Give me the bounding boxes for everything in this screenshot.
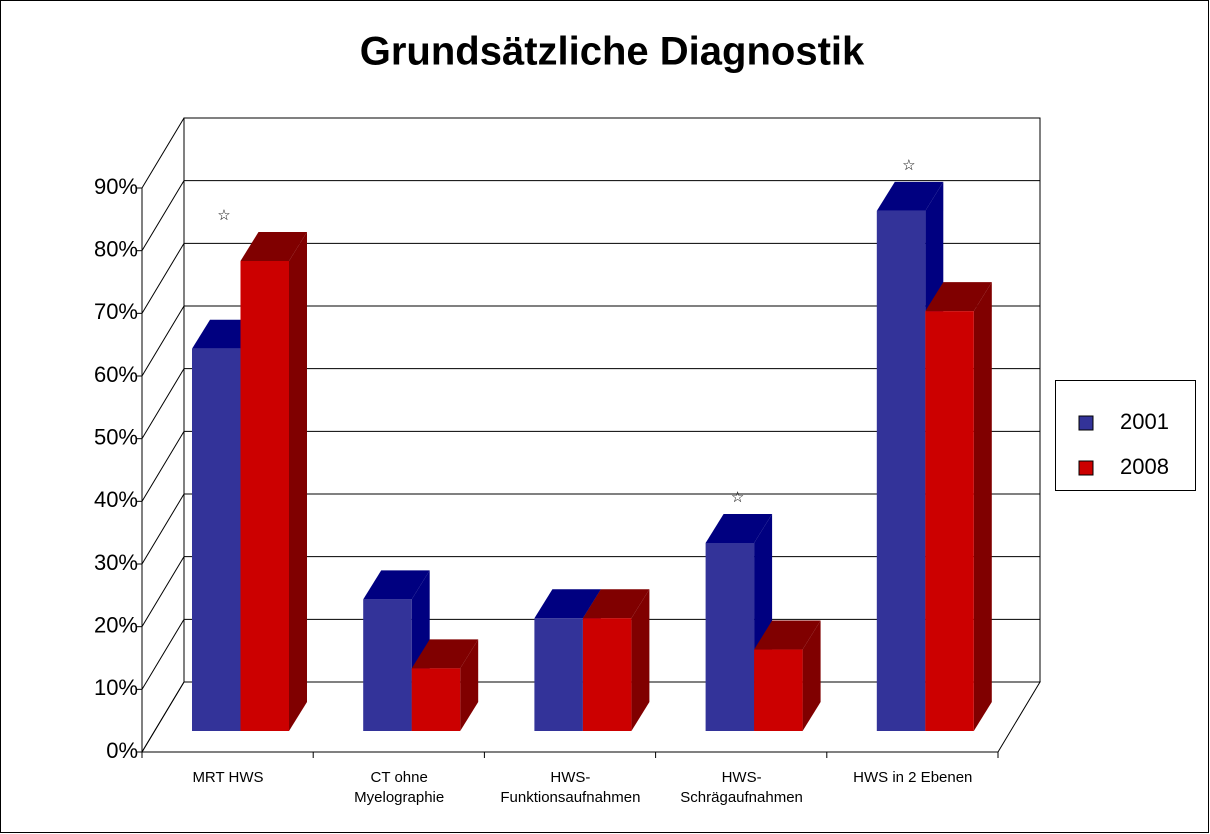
y-tick-label: 50% [94, 424, 138, 449]
bar-top [363, 570, 430, 600]
y-tick-label: 10% [94, 675, 138, 700]
annotation: ☆ [217, 207, 230, 224]
bar [363, 599, 412, 731]
x-tick-label: HWS- Funktionsaufnahmen [500, 769, 641, 806]
x-tick-label: HWS in 2 Ebenen [853, 769, 973, 786]
x-tick-label: HWS- Schrägaufnahmen [680, 769, 803, 806]
grid-line [141, 619, 185, 690]
annotation: ☆ [902, 157, 915, 174]
bar-top [411, 639, 479, 669]
bar-side [802, 620, 821, 731]
y-tick-label: 90% [94, 174, 138, 199]
grid-line [141, 493, 185, 565]
bar [534, 618, 583, 731]
legend-label: 2001 [1120, 409, 1169, 434]
bar [876, 210, 926, 731]
y-tick-label: 70% [94, 299, 138, 324]
bar-top [582, 589, 650, 619]
grid-line [141, 305, 185, 377]
y-tick-label: 20% [94, 612, 138, 637]
bar [240, 261, 289, 731]
grid-line [141, 368, 185, 439]
grid-line [141, 180, 185, 251]
bar-side [289, 232, 307, 731]
bar-top [925, 282, 992, 312]
bar-side [460, 639, 479, 731]
bar [925, 311, 974, 731]
y-tick-label: 60% [94, 362, 138, 387]
grid-line [141, 243, 185, 314]
y-tick-label: 0% [106, 738, 138, 763]
bar [705, 543, 755, 731]
bar [754, 649, 803, 731]
bar-top [534, 589, 601, 619]
bar-side [973, 282, 992, 731]
bar [411, 668, 461, 731]
legend-swatch [1078, 460, 1094, 476]
legend-swatch [1078, 415, 1094, 431]
x-tick-label: MRT HWS [192, 769, 264, 786]
legend-label: 2008 [1120, 454, 1169, 479]
bar-top [705, 514, 773, 543]
chart-title: Grundsätzliche Diagnostik [360, 30, 865, 74]
annotation: ☆ [731, 489, 744, 506]
grid-line [141, 556, 185, 627]
bar-top [240, 232, 307, 261]
y-tick-label: 40% [94, 487, 138, 512]
grid-line [141, 681, 185, 753]
bar-top [754, 620, 821, 650]
y-tick-label: 80% [94, 236, 138, 261]
y-tick-label: 30% [94, 550, 138, 575]
grid-line [141, 431, 185, 502]
grid-line [141, 117, 185, 189]
x-tick-label: CT ohne Myelographie [354, 769, 445, 806]
bar [582, 618, 632, 731]
bar [192, 348, 241, 731]
bar-side [631, 589, 650, 731]
bar-top [876, 181, 944, 211]
